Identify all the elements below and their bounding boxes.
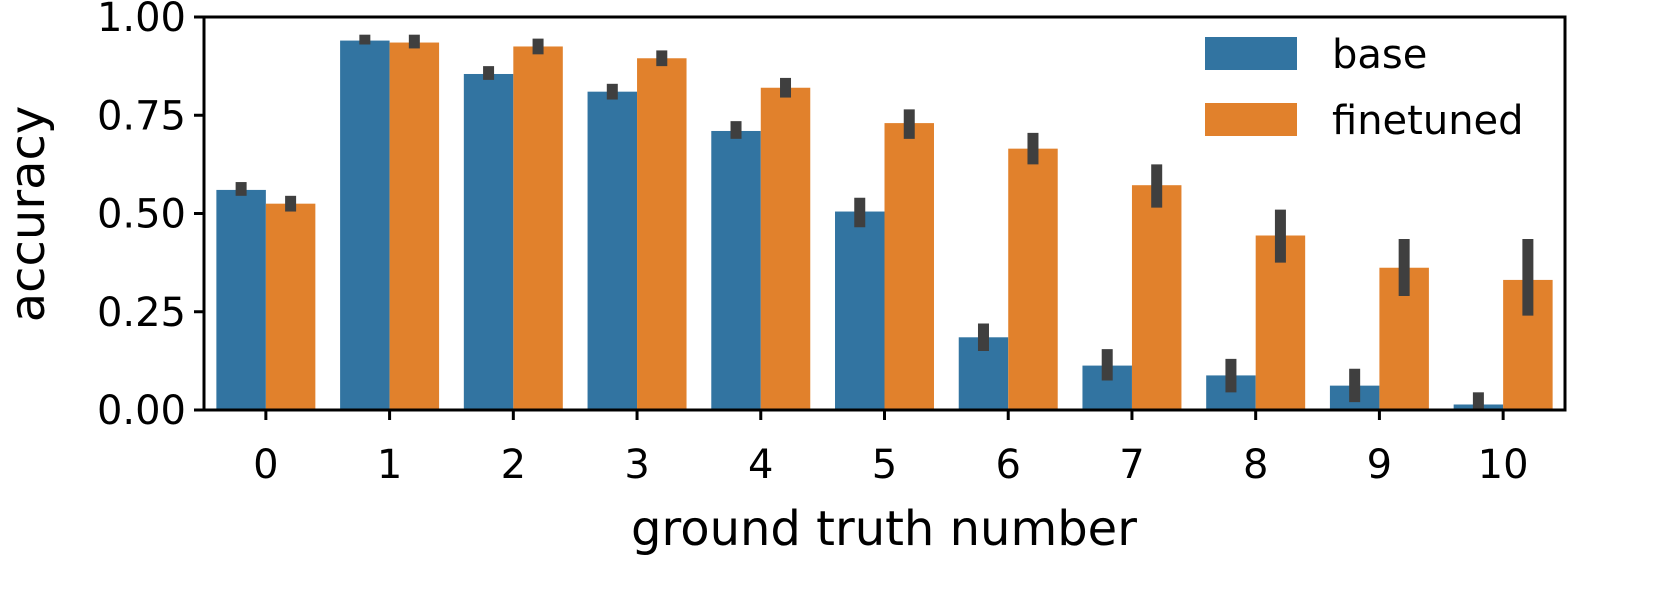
legend-swatch-base (1205, 37, 1297, 70)
bar-finetuned-2 (513, 46, 563, 410)
x-tick-label: 7 (1119, 442, 1144, 488)
x-tick-label: 0 (253, 442, 278, 488)
y-tick-label: 0.25 (97, 290, 186, 336)
bar-finetuned-5 (884, 123, 934, 411)
y-tick-label: 0.50 (97, 192, 186, 238)
legend: base finetuned (1205, 32, 1524, 144)
y-tick-label: 0.00 (97, 388, 186, 434)
bar-base-3 (587, 91, 638, 411)
x-tick-label: 10 (1478, 442, 1529, 488)
x-axis-title: ground truth number (631, 501, 1137, 557)
bar-base-1 (340, 40, 390, 410)
legend-label-base: base (1332, 32, 1427, 78)
bar-base-0 (216, 189, 266, 410)
bar-finetuned-4 (760, 87, 811, 411)
y-axis-title: accuracy (0, 106, 56, 323)
x-tick-label: 4 (748, 442, 773, 488)
bar-finetuned-8 (1255, 235, 1306, 410)
bar-base-5 (835, 211, 885, 410)
legend-swatch-finetuned (1205, 103, 1297, 136)
x-axis: 0 1 2 3 4 5 6 7 8 9 10 (253, 410, 1529, 488)
x-tick-label: 6 (996, 442, 1021, 488)
bar-finetuned-7 (1131, 185, 1182, 410)
x-tick-label: 2 (501, 442, 526, 488)
x-tick-label: 5 (872, 442, 897, 488)
error-bars-layer (235, 34, 1534, 410)
x-tick-label: 3 (624, 442, 649, 488)
bars-layer (216, 40, 1553, 411)
legend-label-finetuned: finetuned (1332, 98, 1524, 144)
bar-base-2 (463, 73, 514, 411)
y-axis: 0.00 0.25 0.50 0.75 1.00 (97, 0, 204, 434)
x-tick-label: 1 (377, 442, 402, 488)
y-tick-label: 1.00 (97, 0, 186, 41)
bar-finetuned-0 (265, 203, 316, 410)
bar-finetuned-6 (1008, 148, 1058, 410)
bar-base-4 (711, 130, 761, 410)
x-tick-label: 9 (1367, 442, 1392, 488)
bar-finetuned-1 (389, 42, 440, 411)
y-tick-label: 0.75 (97, 93, 186, 139)
x-tick-label: 8 (1243, 442, 1268, 488)
bar-finetuned-3 (637, 58, 687, 410)
